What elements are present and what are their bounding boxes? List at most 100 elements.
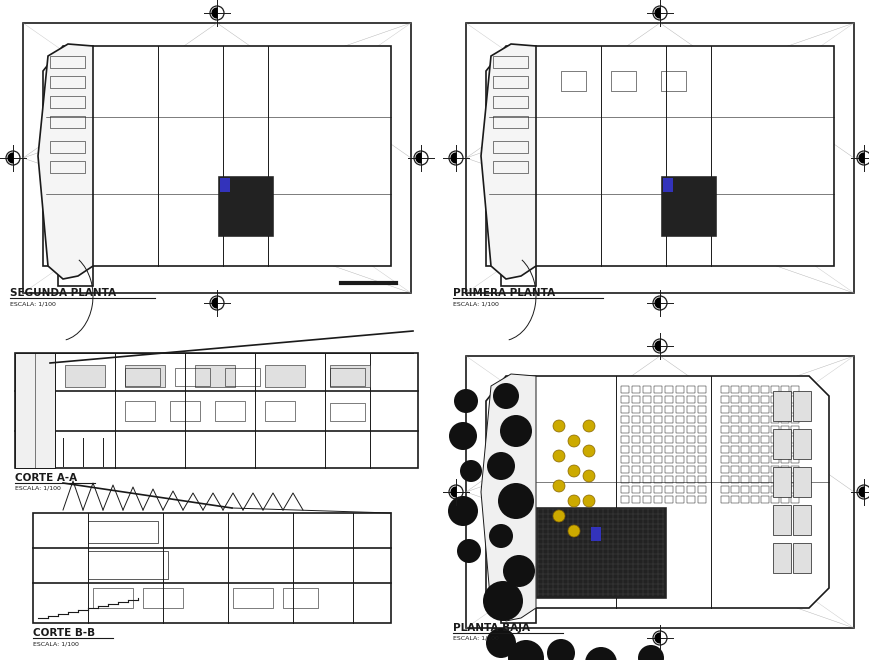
Bar (675, 456, 683, 463)
Bar (792, 467, 810, 497)
Bar (780, 386, 788, 393)
Bar (610, 71, 635, 91)
Bar (750, 386, 758, 393)
Bar (664, 496, 673, 503)
Bar (620, 496, 628, 503)
Bar (750, 416, 758, 423)
Bar (65, 365, 105, 387)
Bar (790, 416, 798, 423)
Bar (620, 436, 628, 443)
Bar (780, 496, 788, 503)
Bar (697, 416, 705, 423)
Bar (773, 543, 790, 573)
Bar (653, 436, 661, 443)
Bar (750, 446, 758, 453)
Bar (687, 396, 694, 403)
Bar (750, 406, 758, 413)
Bar (730, 466, 738, 473)
Bar (675, 386, 683, 393)
Text: ESCALA: 1/100: ESCALA: 1/100 (453, 301, 498, 306)
Text: CORTE B-B: CORTE B-B (33, 628, 95, 638)
Bar (790, 426, 798, 433)
Text: PLANTA BAJA: PLANTA BAJA (453, 623, 529, 633)
Bar (790, 486, 798, 493)
Bar (792, 391, 810, 421)
Wedge shape (415, 153, 421, 163)
Circle shape (582, 470, 594, 482)
Bar (697, 386, 705, 393)
Bar (675, 406, 683, 413)
Circle shape (497, 483, 534, 519)
Circle shape (454, 389, 477, 413)
Bar (664, 426, 673, 433)
Bar (653, 476, 661, 483)
Bar (730, 396, 738, 403)
Bar (697, 456, 705, 463)
Wedge shape (654, 8, 660, 18)
Bar (720, 476, 728, 483)
Bar (642, 396, 650, 403)
Bar (773, 429, 790, 459)
Bar (218, 176, 273, 236)
Bar (687, 406, 694, 413)
Circle shape (582, 445, 594, 457)
Bar (493, 116, 527, 128)
Bar (790, 386, 798, 393)
Bar (631, 466, 640, 473)
Bar (687, 426, 694, 433)
Bar (790, 476, 798, 483)
Bar (631, 436, 640, 443)
Bar (631, 496, 640, 503)
Bar (740, 446, 748, 453)
Bar (770, 456, 778, 463)
Polygon shape (486, 376, 828, 623)
Bar (720, 466, 728, 473)
Bar (750, 496, 758, 503)
Bar (790, 406, 798, 413)
Bar (740, 426, 748, 433)
Bar (642, 386, 650, 393)
Bar (770, 476, 778, 483)
Bar (675, 446, 683, 453)
Bar (720, 396, 728, 403)
Bar (760, 446, 768, 453)
Bar (790, 456, 798, 463)
Bar (720, 406, 728, 413)
Bar (620, 486, 628, 493)
Bar (664, 466, 673, 473)
Bar (790, 496, 798, 503)
Text: ESCALA: 1/100: ESCALA: 1/100 (33, 641, 79, 646)
Bar (740, 436, 748, 443)
Bar (740, 476, 748, 483)
Bar (720, 486, 728, 493)
Bar (750, 476, 758, 483)
Bar (697, 446, 705, 453)
Bar (664, 476, 673, 483)
Bar (620, 456, 628, 463)
Bar (631, 386, 640, 393)
Bar (730, 436, 738, 443)
Bar (642, 446, 650, 453)
Bar (642, 486, 650, 493)
Circle shape (507, 640, 543, 660)
Wedge shape (212, 298, 216, 308)
Bar (675, 476, 683, 483)
Bar (631, 476, 640, 483)
Bar (225, 368, 260, 386)
Bar (5, 338, 422, 648)
Bar (620, 476, 628, 483)
Bar (653, 486, 661, 493)
Bar (780, 426, 788, 433)
Bar (664, 386, 673, 393)
Bar (561, 71, 586, 91)
Bar (730, 406, 738, 413)
Bar (760, 496, 768, 503)
Bar (760, 436, 768, 443)
Circle shape (567, 495, 580, 507)
Bar (750, 456, 758, 463)
Bar (664, 436, 673, 443)
Circle shape (502, 555, 534, 587)
Bar (620, 446, 628, 453)
Bar (720, 496, 728, 503)
Bar (770, 486, 778, 493)
